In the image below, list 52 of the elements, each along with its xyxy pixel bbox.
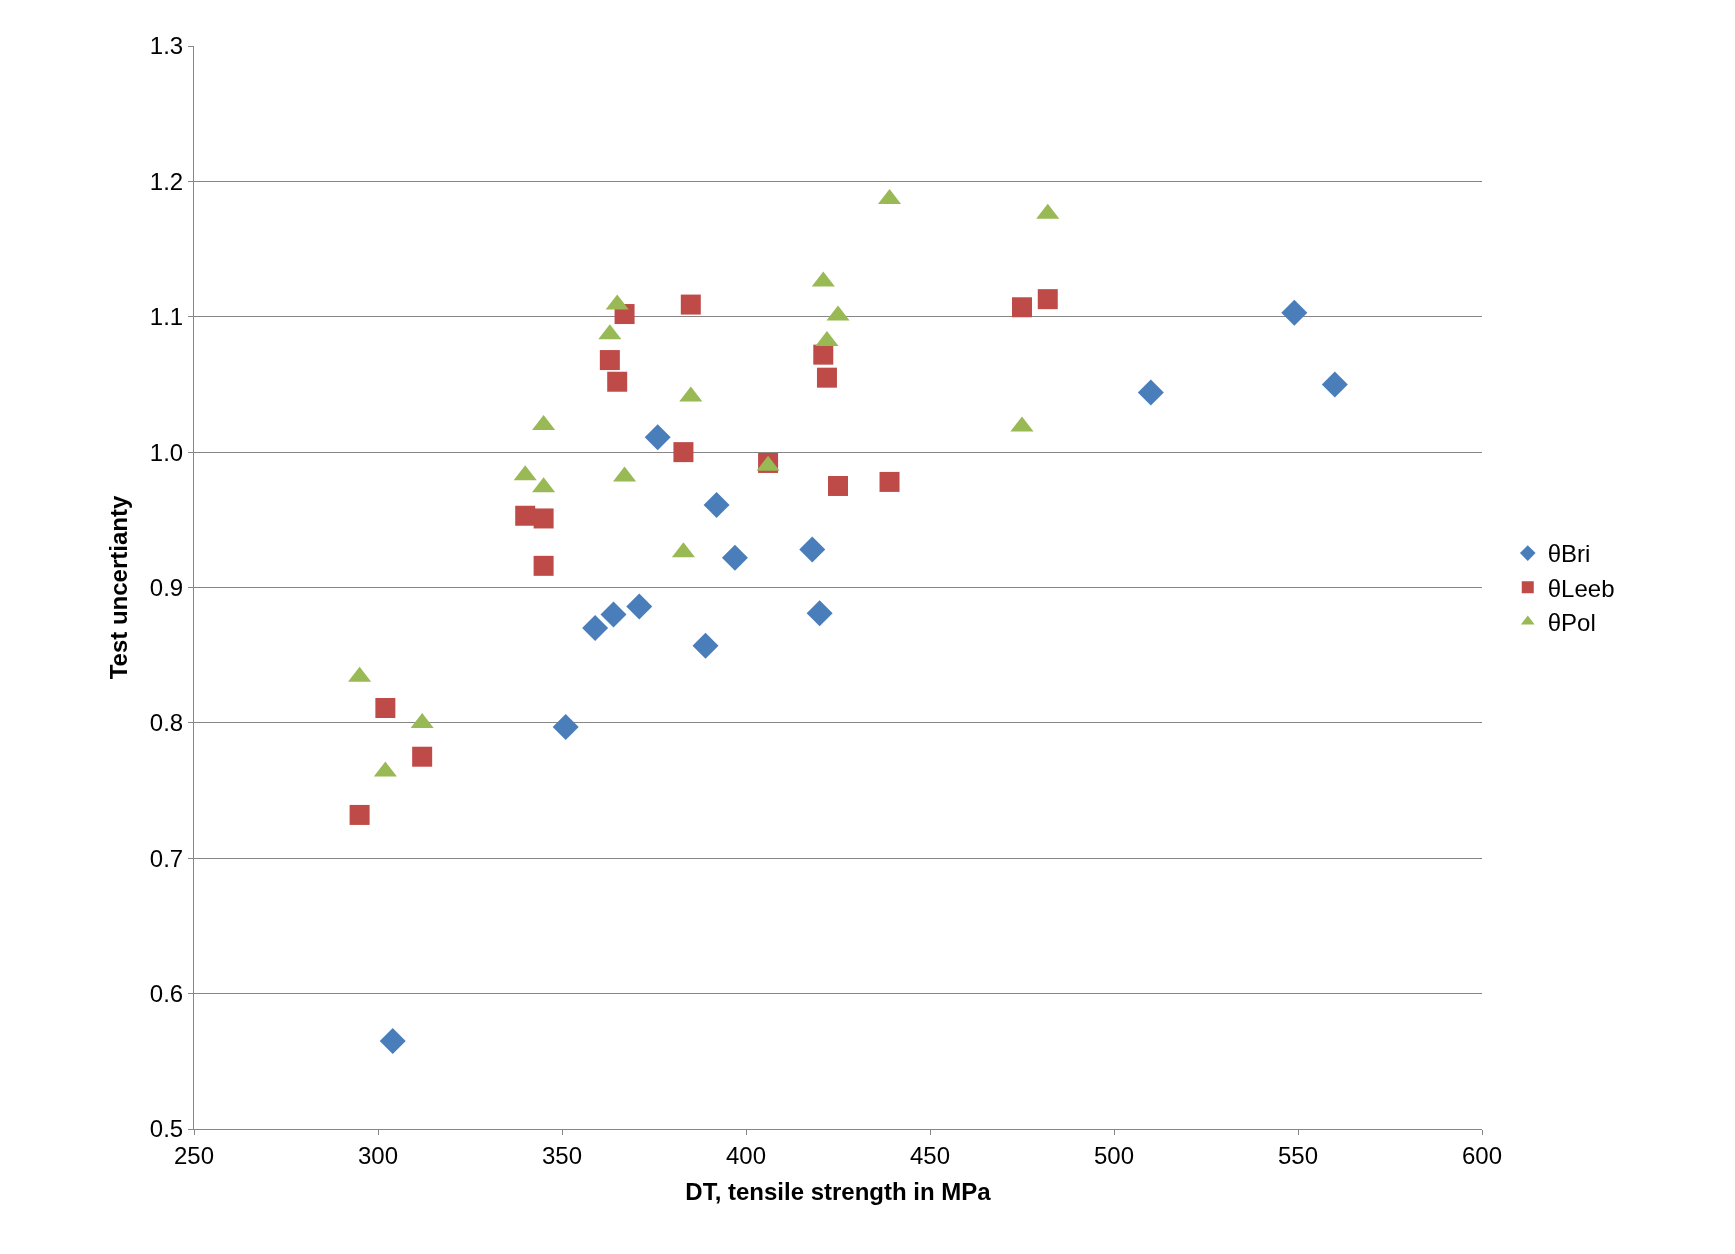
y-tick-label: 0.9	[149, 573, 184, 601]
point	[673, 442, 694, 463]
point	[349, 804, 370, 825]
point	[879, 471, 900, 492]
point	[600, 601, 627, 628]
x-tick-label: 300	[357, 1141, 399, 1169]
point	[680, 294, 701, 315]
point	[644, 424, 671, 451]
point	[1321, 371, 1348, 398]
point	[721, 544, 748, 571]
x-tick-label: 500	[1093, 1141, 1135, 1169]
point	[692, 632, 719, 659]
point	[599, 350, 620, 371]
point	[607, 371, 628, 392]
point	[515, 505, 536, 526]
point	[1137, 379, 1164, 406]
point	[582, 615, 609, 642]
legend-label: θLeeb	[1547, 574, 1615, 602]
x-tick-label: 600	[1461, 1141, 1503, 1169]
x-tick-label: 250	[173, 1141, 215, 1169]
point	[703, 491, 730, 518]
y-tick-label: 0.7	[149, 844, 184, 872]
point	[813, 344, 834, 365]
legend-label: θBri	[1547, 540, 1591, 568]
x-tick-label: 400	[725, 1141, 767, 1169]
point	[1037, 289, 1058, 310]
legend-label: θPol	[1547, 608, 1596, 636]
point	[533, 508, 554, 529]
x-tick-label: 450	[909, 1141, 951, 1169]
point	[626, 593, 653, 620]
point	[799, 536, 826, 563]
y-axis-title: Test uncertianty	[104, 495, 132, 680]
point	[1281, 299, 1308, 326]
point	[816, 367, 837, 388]
point	[828, 475, 848, 496]
x-axis-title: DT, tensile strength in MPa	[685, 1178, 992, 1206]
point	[552, 713, 579, 740]
point	[375, 697, 396, 718]
y-tick-label: 1.1	[149, 303, 184, 331]
point	[379, 1028, 406, 1055]
y-tick-label: 0.8	[149, 709, 184, 737]
point	[533, 555, 554, 576]
point	[412, 746, 433, 767]
x-tick-label: 350	[541, 1141, 583, 1169]
y-tick-label: 1.3	[149, 32, 184, 60]
y-tick-label: 1.0	[149, 438, 184, 466]
y-tick-label: 0.5	[149, 1115, 184, 1143]
x-tick-label: 550	[1277, 1141, 1319, 1169]
point	[1012, 297, 1032, 318]
y-tick-label: 1.2	[149, 167, 184, 195]
point	[806, 600, 833, 627]
y-tick-label: 0.6	[149, 980, 184, 1008]
